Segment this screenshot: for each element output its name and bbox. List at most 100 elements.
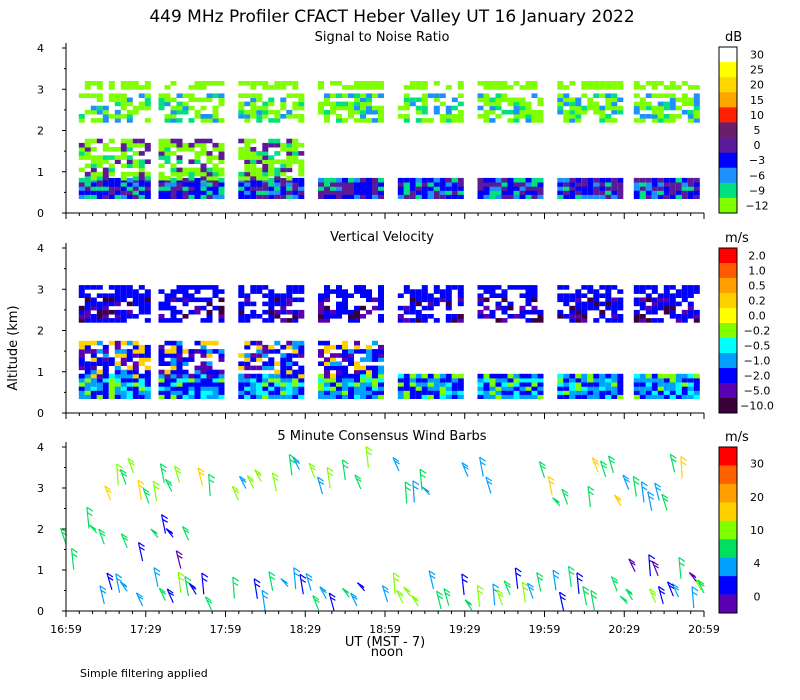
heatmap-cell: [495, 114, 502, 119]
heatmap-cell: [354, 318, 360, 323]
wind-barb: [175, 550, 183, 569]
heatmap-cell: [360, 114, 366, 119]
heatmap-cell: [433, 318, 440, 323]
heatmap-cell: [78, 349, 85, 354]
heatmap-cell: [318, 314, 324, 319]
heatmap-cell: [206, 138, 213, 144]
heatmap-cell: [96, 369, 103, 375]
wind-barb: [173, 465, 182, 483]
heatmap-cell: [657, 377, 664, 383]
heatmap-cell: [194, 289, 201, 294]
heatmap-cell: [366, 81, 372, 86]
heatmap-cell: [645, 186, 652, 191]
heatmap-cell: [372, 349, 378, 354]
heatmap-cell: [483, 101, 490, 107]
heatmap-cell: [378, 390, 384, 395]
heatmap-cell: [599, 301, 606, 307]
wind-barb: [150, 528, 159, 538]
heatmap-cell: [457, 373, 464, 379]
heatmap-cell: [268, 85, 275, 90]
heatmap-cell: [212, 390, 219, 395]
heatmap-cell: [348, 186, 354, 191]
heatmap-cell: [194, 155, 201, 160]
heatmap-cell: [280, 171, 287, 177]
heatmap-cell: [669, 93, 676, 98]
heatmap-cell: [403, 386, 410, 391]
heatmap-cell: [687, 289, 694, 294]
heatmap-cell: [593, 186, 600, 191]
heatmap-cell: [445, 105, 452, 111]
heatmap-cell: [501, 97, 508, 103]
heatmap-cell: [581, 318, 588, 323]
heatmap-cell: [403, 114, 410, 119]
heatmap-cell: [144, 318, 151, 323]
heatmap-cell: [427, 373, 434, 379]
heatmap-cell: [477, 297, 484, 303]
heatmap-cell: [170, 293, 177, 298]
heatmap-cell: [84, 190, 91, 195]
heatmap-cell: [108, 182, 115, 187]
heatmap-cell: [663, 190, 670, 195]
heatmap-cell: [164, 159, 171, 164]
heatmap-cell: [170, 344, 177, 350]
heatmap-cell: [581, 377, 588, 383]
heatmap-cell: [675, 85, 682, 90]
heatmap-cell: [194, 182, 201, 187]
heatmap-cell: [366, 365, 372, 371]
heatmap-cell: [593, 377, 600, 383]
heatmap-cell: [681, 377, 688, 383]
y-axis-label: Altitude (km): [6, 305, 21, 390]
wind-barb: [328, 592, 336, 611]
heatmap-cell: [170, 142, 177, 148]
heatmap-cell: [96, 182, 103, 187]
heatmap-cell: [409, 301, 416, 307]
heatmap-cell: [563, 118, 570, 123]
heatmap-cell: [537, 390, 544, 395]
heatmap-cell: [669, 186, 676, 191]
heatmap-cell: [651, 318, 658, 323]
heatmap-cell: [256, 377, 263, 383]
heatmap-cell: [182, 369, 189, 375]
heatmap-cell: [342, 297, 348, 303]
heatmap-cell: [501, 93, 508, 98]
heatmap-cell: [90, 373, 97, 379]
heatmap-cell: [244, 357, 251, 362]
heatmap-cell: [298, 285, 305, 290]
heatmap-cell: [218, 349, 225, 354]
heatmap-cell: [342, 118, 348, 123]
heatmap-cell: [244, 118, 251, 123]
heatmap-cell: [421, 81, 428, 86]
wind-barb: [657, 586, 666, 605]
heatmap-cell: [182, 386, 189, 391]
heatmap-cell: [138, 163, 145, 169]
heatmap-cell: [336, 369, 342, 375]
heatmap-cell: [90, 159, 97, 164]
heatmap-cell: [114, 147, 121, 152]
heatmap-cell: [633, 285, 640, 290]
heatmap-cell: [617, 377, 624, 383]
heatmap-cell: [477, 309, 484, 315]
heatmap-cell: [218, 190, 225, 195]
heatmap-cell: [188, 382, 195, 387]
heatmap-cell: [318, 301, 324, 307]
heatmap-cell: [519, 85, 526, 90]
colorbar-label: −10.0: [740, 400, 774, 413]
heatmap-cell: [693, 285, 700, 290]
heatmap-cell: [605, 85, 612, 90]
heatmap-cell: [126, 377, 133, 383]
heatmap-cell: [657, 318, 664, 323]
wind-barb: [165, 528, 174, 538]
heatmap-cell: [378, 369, 384, 375]
heatmap-cell: [336, 186, 342, 191]
heatmap-cell: [645, 318, 652, 323]
heatmap-cell: [501, 305, 508, 311]
wind-barb: [503, 580, 511, 596]
heatmap-cell: [126, 309, 133, 315]
heatmap-cell: [194, 297, 201, 303]
heatmap-cell: [176, 285, 183, 290]
heatmap-cell: [415, 109, 422, 115]
heatmap-cell: [681, 190, 688, 195]
heatmap-cell: [206, 97, 213, 103]
heatmap-cell: [563, 109, 570, 115]
heatmap-cell: [176, 147, 183, 152]
